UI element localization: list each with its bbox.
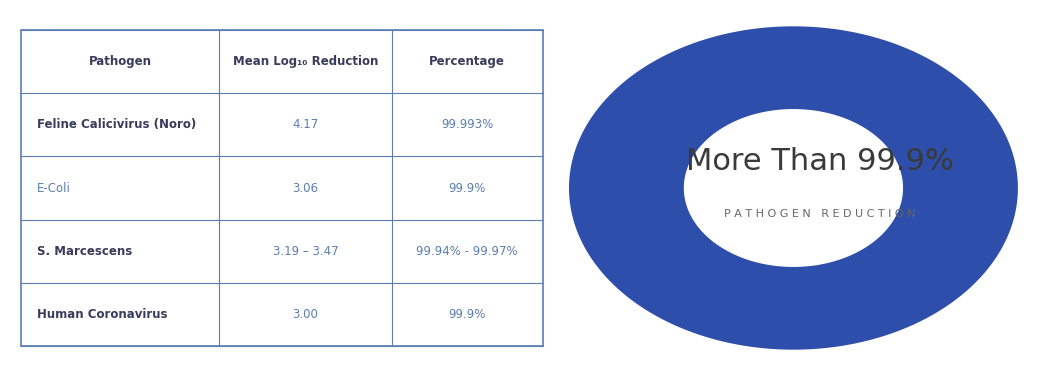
Text: More Than 99.9%: More Than 99.9% xyxy=(686,147,953,176)
Text: Feline Calicivirus (Noro): Feline Calicivirus (Noro) xyxy=(37,118,196,131)
Polygon shape xyxy=(569,26,1018,350)
Text: 3.00: 3.00 xyxy=(292,308,318,321)
Text: 99.9%: 99.9% xyxy=(449,308,485,321)
Text: S. Marcescens: S. Marcescens xyxy=(37,245,132,258)
Text: 3.06: 3.06 xyxy=(292,182,318,194)
Text: E-Coli: E-Coli xyxy=(37,182,70,194)
Text: 99.993%: 99.993% xyxy=(441,118,494,131)
Text: Human Coronavirus: Human Coronavirus xyxy=(37,308,167,321)
Text: 99.94% - 99.97%: 99.94% - 99.97% xyxy=(417,245,518,258)
Text: Pathogen: Pathogen xyxy=(89,55,151,68)
Text: Percentage: Percentage xyxy=(429,55,505,68)
Text: Mean Log₁₀ Reduction: Mean Log₁₀ Reduction xyxy=(233,55,378,68)
Text: 99.9%: 99.9% xyxy=(449,182,485,194)
Text: P A T H O G E N   R E D U C T I O N: P A T H O G E N R E D U C T I O N xyxy=(723,209,916,219)
Text: 4.17: 4.17 xyxy=(292,118,318,131)
Text: 3.19 – 3.47: 3.19 – 3.47 xyxy=(272,245,338,258)
